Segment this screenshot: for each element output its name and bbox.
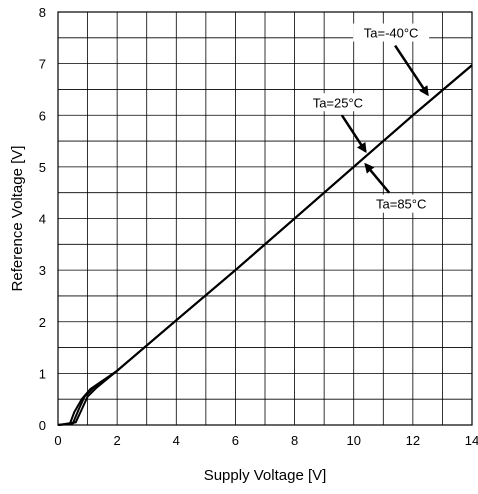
annotation-arrow — [340, 114, 367, 154]
x-tick-label: 10 — [346, 433, 360, 448]
annotation-arrow — [394, 44, 429, 97]
x-tick-label: 4 — [173, 433, 180, 448]
x-tick-label: 12 — [406, 433, 420, 448]
y-tick-label: 3 — [39, 263, 46, 278]
y-tick-labels: 0 1 2 3 4 5 6 7 8 — [39, 5, 46, 433]
x-tick-label: 14 — [465, 433, 478, 448]
y-tick-label: 4 — [39, 212, 46, 227]
y-tick-label: 0 — [39, 418, 46, 433]
annotations: Ta=-40°C Ta=25°C Ta=85°C — [299, 23, 440, 213]
y-tick-label: 7 — [39, 57, 46, 72]
x-tick-label: 8 — [291, 433, 298, 448]
annotation-label-bg — [299, 93, 376, 112]
y-axis-label: Reference Voltage [V] — [9, 146, 26, 292]
y-tick-label: 1 — [39, 366, 46, 381]
y-tick-label: 8 — [39, 5, 46, 20]
grid — [57, 11, 473, 426]
x-tick-label: 0 — [54, 433, 61, 448]
series-lines — [57, 64, 473, 426]
x-tick-label: 6 — [232, 433, 239, 448]
annotation-label: Ta=25°C — [313, 95, 363, 110]
plot-frame — [57, 11, 473, 426]
annotation-label: Ta=-40°C — [364, 26, 419, 41]
annotation-label-bg — [353, 23, 430, 42]
series-line — [57, 64, 473, 426]
annotation-arrow — [364, 162, 391, 194]
y-tick-label: 5 — [39, 160, 46, 175]
annotation-label-bg — [363, 194, 440, 213]
y-tick-label: 6 — [39, 108, 46, 123]
annotation-label: Ta=85°C — [376, 197, 426, 212]
y-tick-label: 2 — [39, 315, 46, 330]
x-tick-label: 2 — [114, 433, 121, 448]
x-tick-labels: 0 2 4 6 8 10 12 14 — [54, 433, 478, 448]
x-axis-label: Supply Voltage [V] — [204, 467, 327, 484]
